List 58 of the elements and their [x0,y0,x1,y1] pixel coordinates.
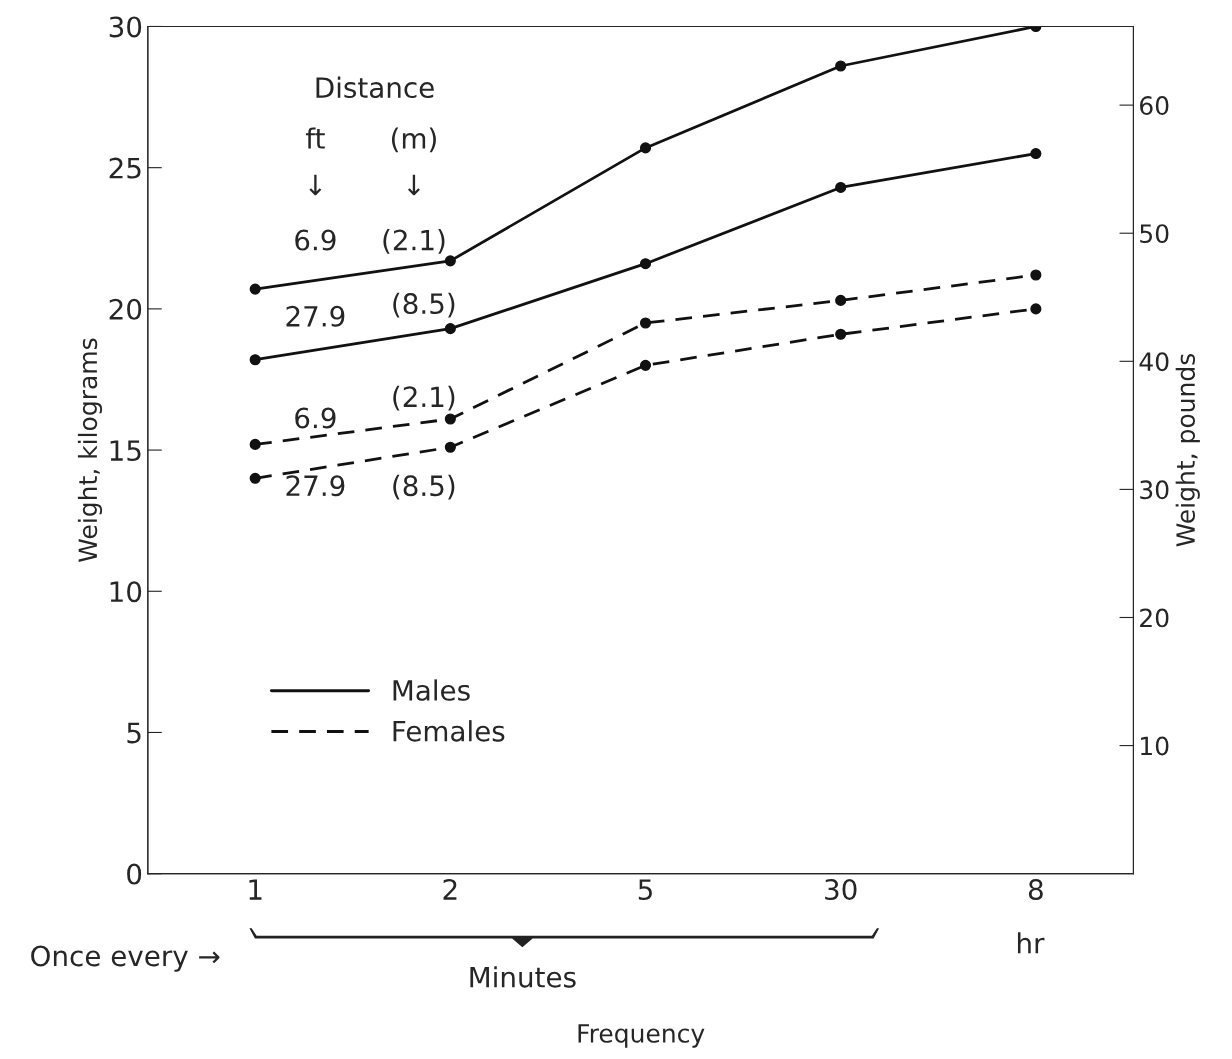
text: Once every → [31,945,220,972]
y2-tick-label: 20 [1140,608,1169,628]
text: hr [1017,932,1045,954]
point [639,359,652,371]
point [835,294,847,306]
point [1030,147,1042,160]
y-axis-title: Weight, kilograms [77,338,103,562]
point [835,60,847,72]
point [249,283,261,295]
annotation: (2.1) [383,229,445,254]
y-tick-label: 15 [110,440,141,462]
y-tick-label: 10 [110,581,142,603]
text: Minutes [470,966,576,988]
x-tick-label: 1 [249,879,262,900]
annotation: (2.1) [393,385,455,411]
x-tick-label: 5 [638,879,652,901]
point [249,472,261,484]
annotation: ↓ [309,174,322,196]
annotation: (m) [391,127,436,153]
point [1030,303,1042,315]
annotation: ft [305,127,325,149]
annotation: 27.9 [286,475,345,497]
point [444,255,456,267]
x-axis-title: Frequency [578,1024,705,1048]
x-tick-label: 30 [825,879,857,901]
annotation: ↓ [407,174,420,196]
point [639,142,652,154]
point [639,258,652,270]
y-tick-label: 25 [109,157,141,179]
y2-tick-label: 60 [1140,96,1169,115]
point [444,413,456,425]
y-tick-label: 20 [109,298,142,320]
annotation: Distance [316,76,434,99]
point [639,317,652,329]
point [835,328,847,340]
y-tick-label: 5 [127,722,141,744]
annotation: (8.5) [393,474,455,500]
legend-label: Males [393,679,470,701]
annotation: 6.9 [295,229,336,251]
y2-tick-label: 10 [1141,736,1169,756]
point [249,438,261,450]
y2-tick-label: 40 [1139,352,1169,372]
x-tick-label: 8 [1028,879,1043,901]
point [835,181,847,193]
legend-label: Females [393,720,505,742]
y-tick-label: 0 [127,863,142,885]
point [444,441,456,453]
annotation: 6.9 [295,407,336,429]
y2-tick-label: 30 [1140,480,1169,500]
y2-tick-label: 50 [1140,224,1169,244]
annotation: (8.5) [393,292,455,318]
point [1030,269,1042,281]
x-tick-label: 2 [443,879,457,900]
point [444,323,456,335]
y2-axis-title: Weight, pounds [1175,353,1200,547]
point [249,354,261,366]
annotation: 27.9 [286,305,345,327]
y-tick-label: 30 [109,16,142,38]
